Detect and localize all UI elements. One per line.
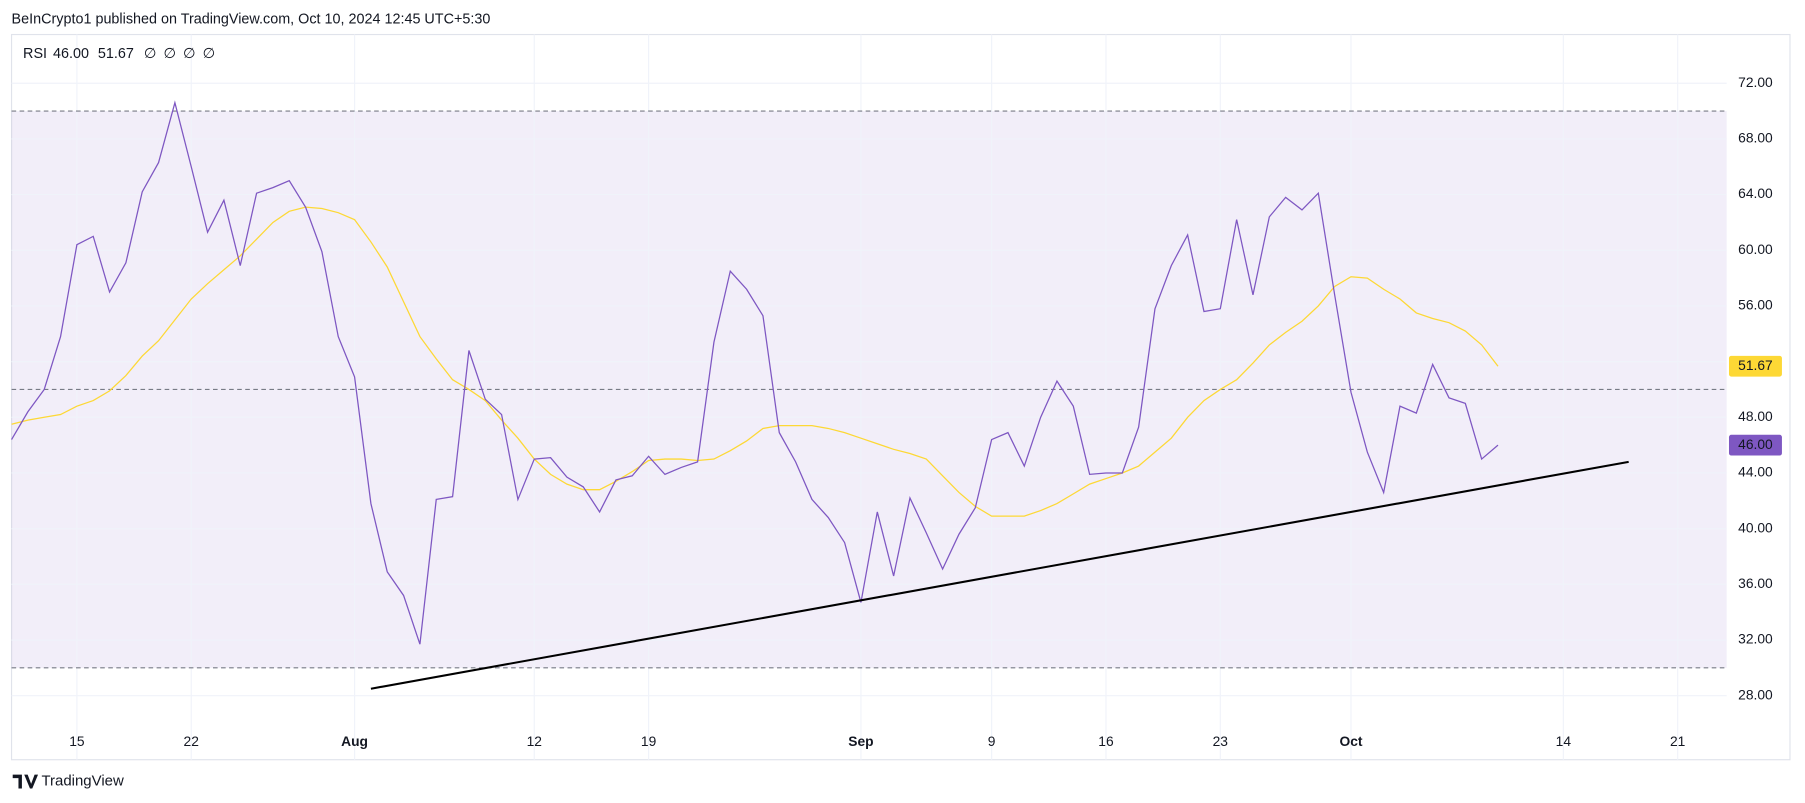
x-tick-label: 23	[1213, 733, 1229, 749]
y-tick-label: 32.00	[1738, 631, 1773, 647]
series-line	[11, 206, 1499, 517]
price-badge	[1728, 434, 1782, 456]
x-tick-label: 12	[527, 733, 542, 749]
legend-placeholder: ∅	[144, 46, 157, 62]
y-tick-label: 72.00	[1738, 74, 1773, 90]
trendline	[370, 460, 1629, 690]
price-badge-label: 46.00	[1738, 436, 1773, 452]
x-tick-label: 15	[69, 733, 85, 749]
x-tick-label: 16	[1098, 733, 1114, 749]
x-tick-label: 22	[184, 733, 199, 749]
y-tick-label: 44.00	[1738, 464, 1773, 480]
y-tick-label: 48.00	[1738, 408, 1773, 424]
x-tick-label: 14	[1556, 733, 1572, 749]
x-tick-label: Sep	[848, 733, 873, 749]
legend-value: 51.67	[98, 46, 134, 62]
footer-brand: TradingView	[41, 773, 123, 790]
legend-value: 46.00	[53, 46, 89, 62]
x-tick-label: Oct	[1339, 733, 1362, 749]
y-tick-label: 64.00	[1738, 185, 1773, 201]
x-tick-label: 19	[641, 733, 657, 749]
y-tick-label: 40.00	[1738, 519, 1773, 535]
chart-frame	[10, 33, 1791, 761]
legend-placeholder: ∅	[183, 46, 196, 62]
legend-placeholder: ∅	[203, 46, 216, 62]
series-line	[11, 100, 1499, 645]
y-tick-label: 60.00	[1738, 241, 1773, 257]
x-tick-label: Aug	[341, 733, 368, 749]
logo-mark	[12, 774, 39, 789]
price-badge-label: 51.67	[1738, 357, 1773, 373]
x-tick-label: 9	[988, 733, 996, 749]
footer-logo	[12, 774, 39, 789]
publisher-note: BeInCrypto1 published on TradingView.com…	[12, 11, 491, 27]
x-tick-label: 21	[1670, 733, 1685, 749]
indicator-name: RSI	[23, 46, 47, 62]
legend-placeholder: ∅	[164, 46, 177, 62]
y-tick-label: 68.00	[1738, 130, 1773, 146]
y-tick-label: 28.00	[1738, 686, 1773, 702]
y-tick-label: 36.00	[1738, 575, 1773, 591]
price-badge	[1728, 355, 1782, 377]
y-tick-label: 56.00	[1738, 297, 1773, 313]
